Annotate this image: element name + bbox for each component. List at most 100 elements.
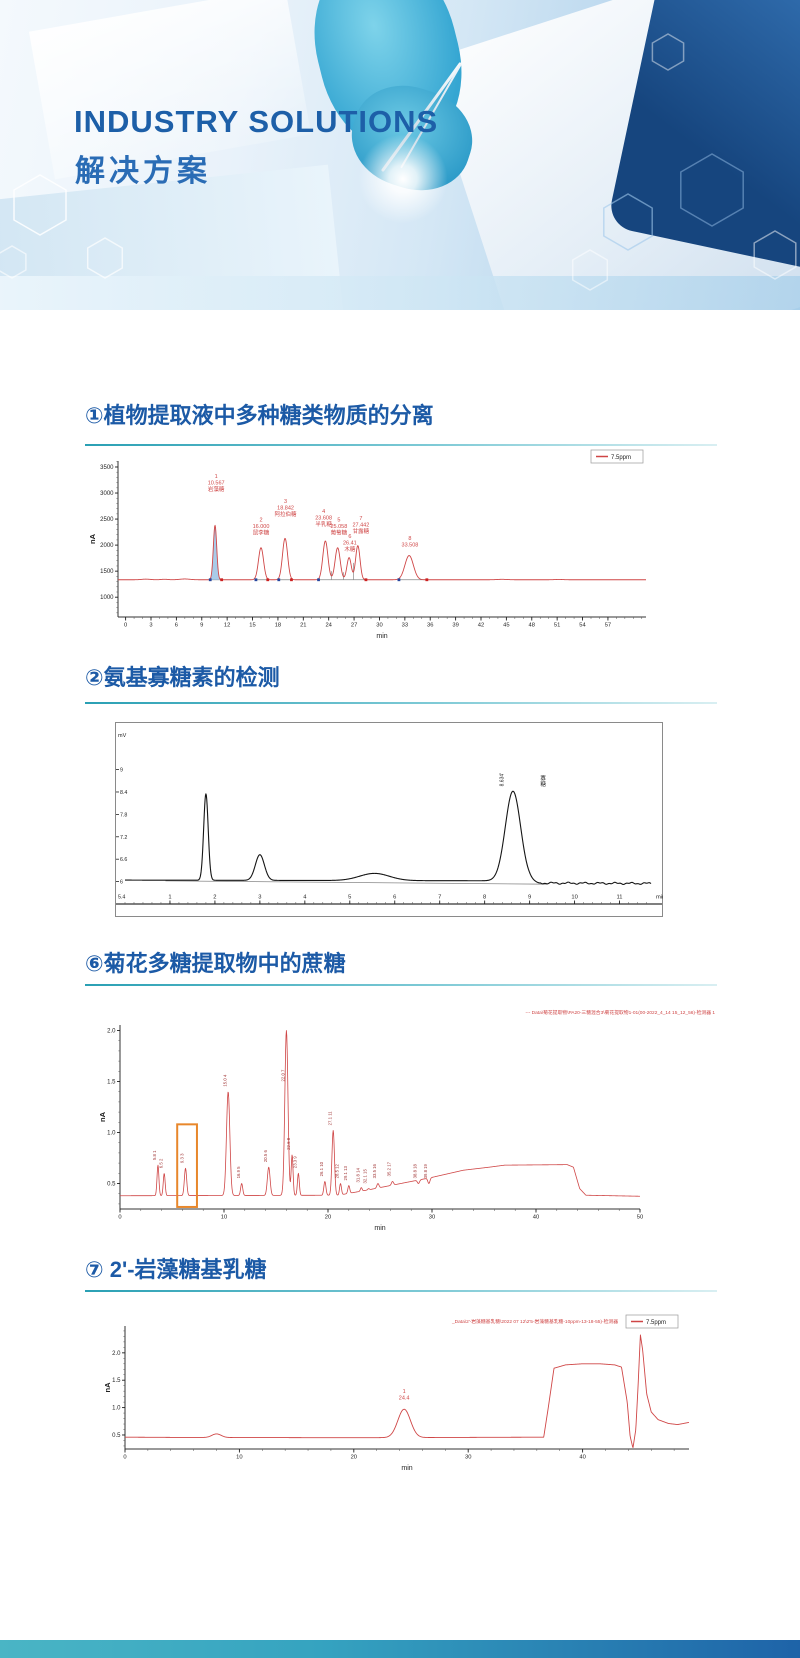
svg-text:6: 6 xyxy=(393,895,396,901)
svg-text:21: 21 xyxy=(300,623,306,629)
svg-text:7.5ppm: 7.5ppm xyxy=(611,455,631,461)
svg-text:38.8 18: 38.8 18 xyxy=(413,1163,418,1178)
svg-text:0: 0 xyxy=(123,1455,126,1461)
hexagon-pattern xyxy=(0,33,797,291)
hero-title-zh: 解决方案 xyxy=(75,155,211,188)
svg-text:3: 3 xyxy=(258,895,261,901)
svg-text:9: 9 xyxy=(528,895,531,901)
svg-text:5: 5 xyxy=(348,895,351,901)
hero-title-en: INDUSTRY SOLUTIONS xyxy=(74,104,439,139)
svg-text:39: 39 xyxy=(452,623,458,629)
svg-text:22.0 7: 22.0 7 xyxy=(281,1069,286,1082)
svg-text:8: 8 xyxy=(483,895,486,901)
svg-text:nA: nA xyxy=(88,533,97,544)
svg-text:mV: mV xyxy=(118,733,127,739)
footer-gradient-bar xyxy=(0,1640,800,1658)
svg-text:7.2: 7.2 xyxy=(120,835,127,841)
svg-text:_Data\2'-岩藻糖基乳糖\2022 07 12\2'5: _Data\2'-岩藻糖基乳糖\2022 07 12\2'5-岩藻糖基乳糖-10… xyxy=(451,1318,618,1325)
svg-text:min: min xyxy=(656,895,663,901)
svg-text:1.0: 1.0 xyxy=(112,1406,121,1412)
svg-text:nA: nA xyxy=(103,1382,112,1393)
section-divider xyxy=(85,444,717,446)
section-divider xyxy=(85,1290,717,1292)
svg-text:10: 10 xyxy=(221,1215,227,1221)
svg-text:9.3 3: 9.3 3 xyxy=(180,1153,185,1163)
svg-text:1.5: 1.5 xyxy=(107,1080,116,1086)
svg-text:124.4: 1 24.4 xyxy=(399,1389,410,1402)
svg-text:1.5: 1.5 xyxy=(112,1378,121,1384)
svg-text:7: 7 xyxy=(438,895,441,901)
svg-text:24: 24 xyxy=(325,623,332,629)
svg-text:30: 30 xyxy=(429,1215,435,1221)
hero-bottom-band xyxy=(0,276,800,310)
svg-text:40: 40 xyxy=(533,1215,539,1221)
svg-text:nA: nA xyxy=(98,1111,107,1122)
svg-text:1500: 1500 xyxy=(100,569,114,575)
svg-text:2500: 2500 xyxy=(100,517,114,523)
svg-text:29.1 13: 29.1 13 xyxy=(343,1165,348,1180)
svg-text:11: 11 xyxy=(617,895,623,901)
chromatogram-plant-sugars: 0 3 6 9 12 15 18 21 24 27 30 33 36 39 42 45 48 51 54 571000… xyxy=(85,446,660,646)
svg-text:15.0 4: 15.0 4 xyxy=(222,1074,227,1087)
svg-text:10: 10 xyxy=(236,1455,242,1461)
svg-text:30: 30 xyxy=(376,623,382,629)
svg-text:3500: 3500 xyxy=(100,465,114,471)
svg-text:22.6 8: 22.6 8 xyxy=(286,1137,291,1150)
svg-text:1.0: 1.0 xyxy=(107,1131,116,1137)
svg-text:7.8: 7.8 xyxy=(120,812,127,818)
section-divider xyxy=(85,984,717,986)
section-divider xyxy=(85,702,717,704)
svg-text:18: 18 xyxy=(275,623,281,629)
svg-text:1: 1 xyxy=(168,895,171,901)
section-title-amino-oligosaccharin: ②氨基寡糖素的检测 xyxy=(85,665,280,690)
svg-text:833.508: 8 33.508 xyxy=(402,536,419,549)
svg-text:54: 54 xyxy=(579,623,586,629)
svg-text:28.5 12: 28.5 12 xyxy=(335,1163,340,1178)
svg-text:7.5ppm: 7.5ppm xyxy=(646,1320,666,1326)
svg-text:16.9 5: 16.9 5 xyxy=(236,1166,241,1179)
svg-text:--- Data\菊花提取物\PA20-三糖混合3\菊花提取: --- Data\菊花提取物\PA20-三糖混合3\菊花提取物1-01(00-2… xyxy=(526,1009,716,1016)
chromatogram-chrysanthemum-sucrose: 0 10 20 30 40 50 0.5 1.0 1.5 2.0 min nA 5.8 16.5 2 9.… xyxy=(95,1002,720,1240)
svg-text:32.1 15: 32.1 15 xyxy=(363,1169,368,1184)
svg-text:40: 40 xyxy=(579,1455,585,1461)
svg-text:6: 6 xyxy=(120,880,123,886)
section-title-chrysanthemum-sucrose: ⑥菊花多糖提取物中的蔗糖 xyxy=(85,951,346,976)
svg-text:6.5 2: 6.5 2 xyxy=(158,1158,163,1168)
svg-text:9: 9 xyxy=(120,768,123,774)
svg-text:10: 10 xyxy=(571,895,577,901)
svg-text:12: 12 xyxy=(224,623,230,629)
svg-text:35.2 17: 35.2 17 xyxy=(387,1161,392,1176)
svg-text:39.8 19: 39.8 19 xyxy=(423,1163,428,1178)
svg-text:min: min xyxy=(376,633,387,640)
svg-text:8.634': 8.634' xyxy=(500,773,506,787)
svg-text:36: 36 xyxy=(427,623,433,629)
svg-text:2: 2 xyxy=(213,895,216,901)
svg-text:4: 4 xyxy=(303,895,307,901)
svg-text:6: 6 xyxy=(175,623,178,629)
svg-text:27: 27 xyxy=(351,623,357,629)
svg-text:2.0: 2.0 xyxy=(112,1351,121,1357)
svg-text:57: 57 xyxy=(605,623,611,629)
svg-text:15: 15 xyxy=(249,623,255,629)
svg-text:51: 51 xyxy=(554,623,560,629)
svg-text:33: 33 xyxy=(402,623,408,629)
svg-text:48: 48 xyxy=(529,623,535,629)
svg-text:0.5: 0.5 xyxy=(112,1433,121,1439)
svg-text:45: 45 xyxy=(503,623,509,629)
svg-text:min: min xyxy=(401,1465,412,1472)
svg-text:5.4: 5.4 xyxy=(118,895,125,901)
svg-text:0.5: 0.5 xyxy=(107,1182,116,1188)
section-title-plant-sugar-separation: ①植物提取液中多种糖类物质的分离 xyxy=(85,403,434,428)
svg-text:9: 9 xyxy=(200,623,203,629)
svg-text:27.1 11: 27.1 11 xyxy=(327,1111,332,1126)
svg-text:33.5 16: 33.5 16 xyxy=(372,1163,377,1178)
svg-text:31.8 14: 31.8 14 xyxy=(355,1168,360,1183)
svg-text:min: min xyxy=(374,1225,385,1232)
